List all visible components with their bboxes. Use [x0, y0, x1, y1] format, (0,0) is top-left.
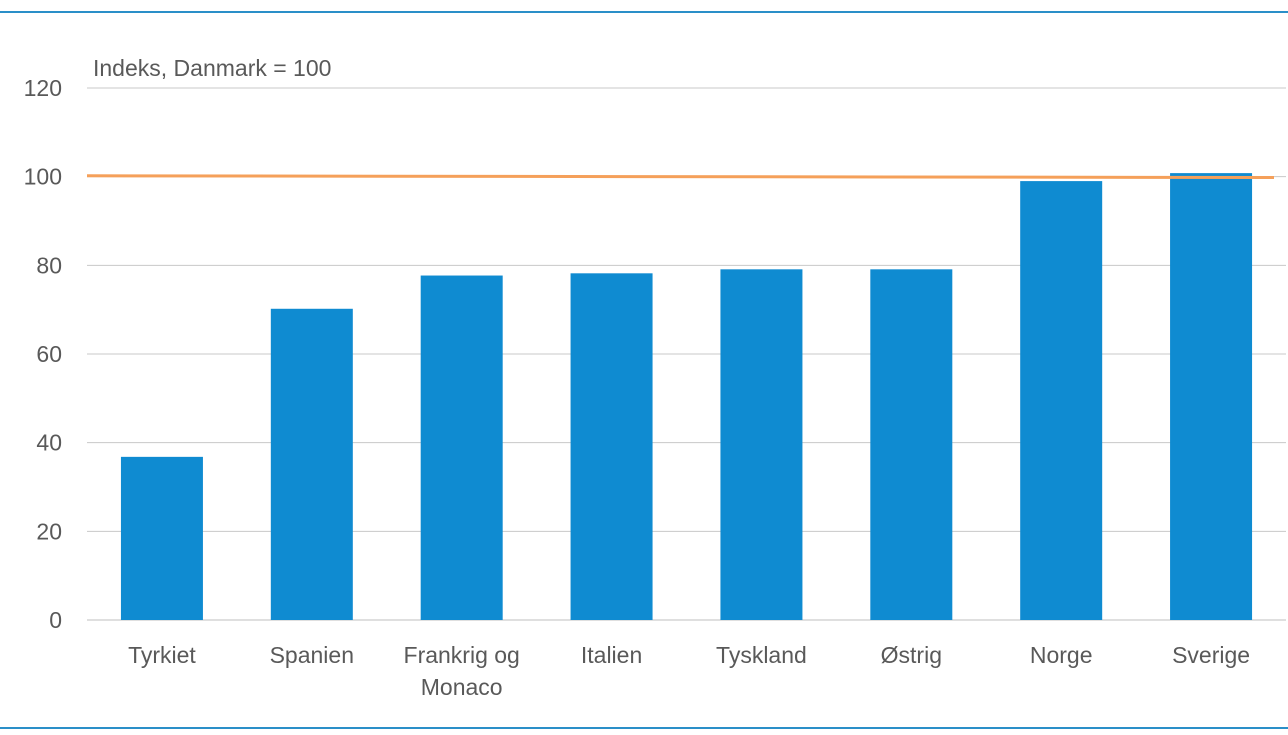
x-tick-label: Tyrkiet: [128, 642, 196, 668]
x-tick-label-line: Tyskland: [716, 642, 807, 668]
bar: [120, 456, 203, 620]
x-tick-label-line: Monaco: [421, 674, 503, 700]
bar: [720, 269, 803, 620]
x-tick-label: Frankrig og Monaco: [404, 642, 520, 700]
x-tick-label: Italien: [581, 642, 642, 668]
bar: [270, 308, 353, 620]
x-tick-label-line: Østrig: [881, 642, 942, 668]
y-tick-label: 60: [36, 341, 62, 367]
bar: [870, 269, 953, 620]
y-axis-ticks: 0 20 40 60 80 100 120: [24, 75, 62, 633]
bar: [1170, 173, 1253, 620]
x-tick-label-line: Norge: [1030, 642, 1093, 668]
y-axis-label: Indeks, Danmark = 100: [93, 55, 331, 81]
bar: [420, 275, 503, 620]
bar: [570, 273, 653, 620]
bar: [1020, 181, 1103, 620]
x-tick-label-line: Sverige: [1172, 642, 1250, 668]
x-tick-label: Norge: [1030, 642, 1093, 668]
x-tick-label: Østrig: [881, 642, 942, 668]
y-tick-label: 0: [49, 607, 62, 633]
y-tick-label: 100: [24, 164, 62, 190]
x-tick-label-line: Tyrkiet: [128, 642, 196, 668]
x-tick-label-line: Spanien: [270, 642, 354, 668]
x-tick-label-line: Frankrig og: [404, 642, 520, 668]
x-tick-label: Tyskland: [716, 642, 807, 668]
y-tick-label: 80: [36, 252, 62, 278]
x-tick-label-line: Italien: [581, 642, 642, 668]
x-tick-label: Spanien: [270, 642, 354, 668]
gridlines: [87, 87, 1286, 621]
y-tick-label: 20: [36, 518, 62, 544]
bars: [120, 173, 1253, 620]
y-tick-label: 120: [24, 75, 62, 101]
y-tick-label: 40: [36, 430, 62, 456]
reference-line: [86, 174, 1275, 180]
x-tick-label: Sverige: [1172, 642, 1250, 668]
x-axis-labels: Tyrkiet Spanien Frankrig og Monaco Italien Ty…: [128, 642, 1250, 700]
